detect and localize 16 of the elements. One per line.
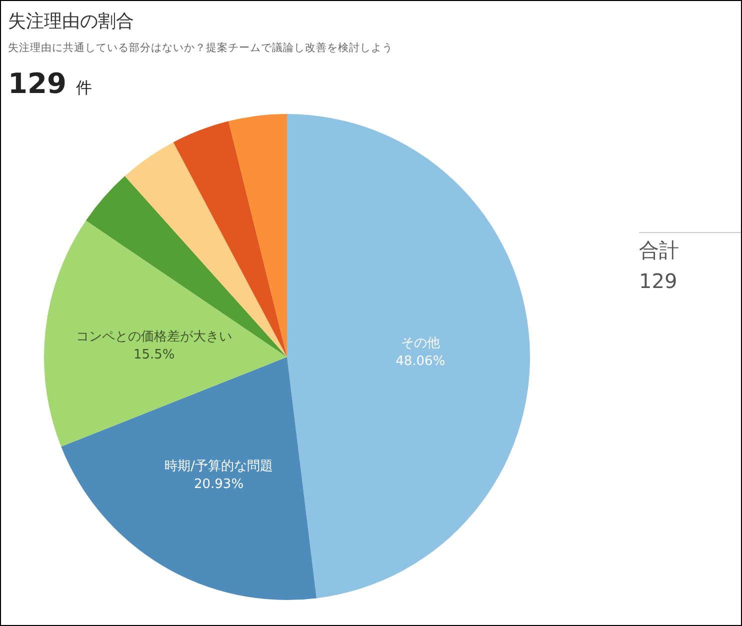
data-label: 20.93% xyxy=(194,476,244,492)
slice-label: その他 xyxy=(400,336,440,351)
pie-slice xyxy=(44,220,287,447)
text: 129 xyxy=(639,269,678,293)
text: 129 件 xyxy=(8,67,92,100)
data-label: 15.5% xyxy=(133,347,175,362)
pie-slice xyxy=(287,114,530,598)
pie-slice xyxy=(86,176,287,357)
slice-label: コンペとの価格差が大きい xyxy=(76,329,232,344)
slice-label: 時期/予算的な問題 xyxy=(164,458,273,474)
data-label: 48.06% xyxy=(396,354,446,369)
text: 合計 xyxy=(639,232,742,264)
pie-slice xyxy=(61,357,317,600)
chart-subtitle: 失注理由に共通している部分はないか？提案チームで議論し改善を検討しよう xyxy=(8,41,393,55)
pie-slice xyxy=(124,142,287,357)
chart-title: 失注理由の割合 xyxy=(8,10,134,33)
